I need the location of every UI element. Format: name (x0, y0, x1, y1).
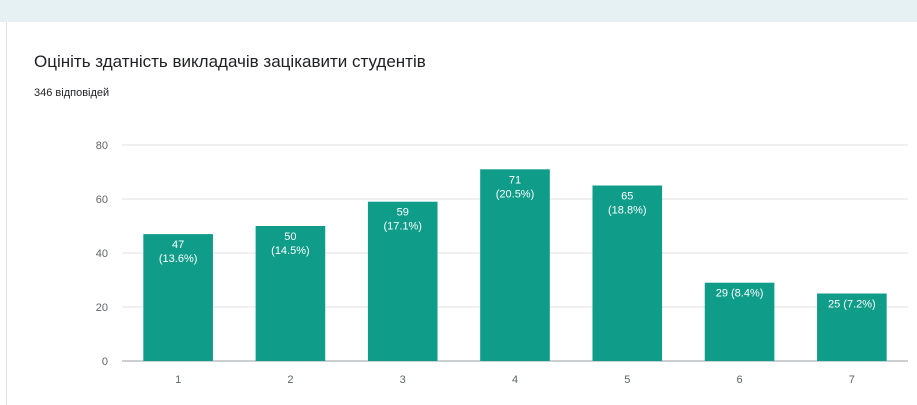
x-tick-label: 1 (175, 374, 181, 386)
bar-data-label: 50 (284, 231, 296, 243)
bar (704, 282, 775, 361)
y-tick-label: 60 (96, 194, 108, 206)
bar (480, 169, 550, 361)
bar-data-label: (14.5%) (271, 245, 310, 257)
bar (367, 201, 438, 361)
x-tick-label: 2 (287, 374, 293, 386)
bar-data-label: (20.5%) (496, 188, 535, 200)
bar-data-label: 65 (621, 191, 633, 203)
response-count: 346 відповідей (34, 87, 110, 99)
y-tick-label: 0 (102, 356, 108, 368)
bar-data-label: 25 (7.2%) (828, 299, 876, 311)
bar-data-label: 59 (397, 207, 409, 219)
bar-data-label: (18.8%) (608, 205, 647, 217)
bar (592, 185, 663, 361)
x-tick-label: 6 (737, 374, 743, 386)
x-tick-label: 3 (400, 374, 406, 386)
bar-data-label: 29 (8.4%) (716, 288, 764, 300)
top-band (0, 0, 917, 22)
bar (817, 293, 887, 361)
bar-data-label: 47 (172, 239, 184, 251)
bar-data-label: 71 (509, 174, 521, 186)
bar (255, 226, 326, 361)
x-tick-label: 4 (512, 374, 518, 386)
question-title: Оцініть здатність викладачів зацікавити … (34, 52, 426, 71)
x-tick-label: 5 (624, 374, 630, 386)
y-tick-label: 80 (96, 140, 108, 152)
bar-data-label: (17.1%) (383, 221, 422, 233)
y-tick-label: 40 (96, 248, 108, 260)
y-tick-label: 20 (96, 302, 108, 314)
bar (143, 234, 213, 361)
bar-data-label: (13.6%) (159, 253, 198, 265)
x-tick-label: 7 (849, 374, 855, 386)
